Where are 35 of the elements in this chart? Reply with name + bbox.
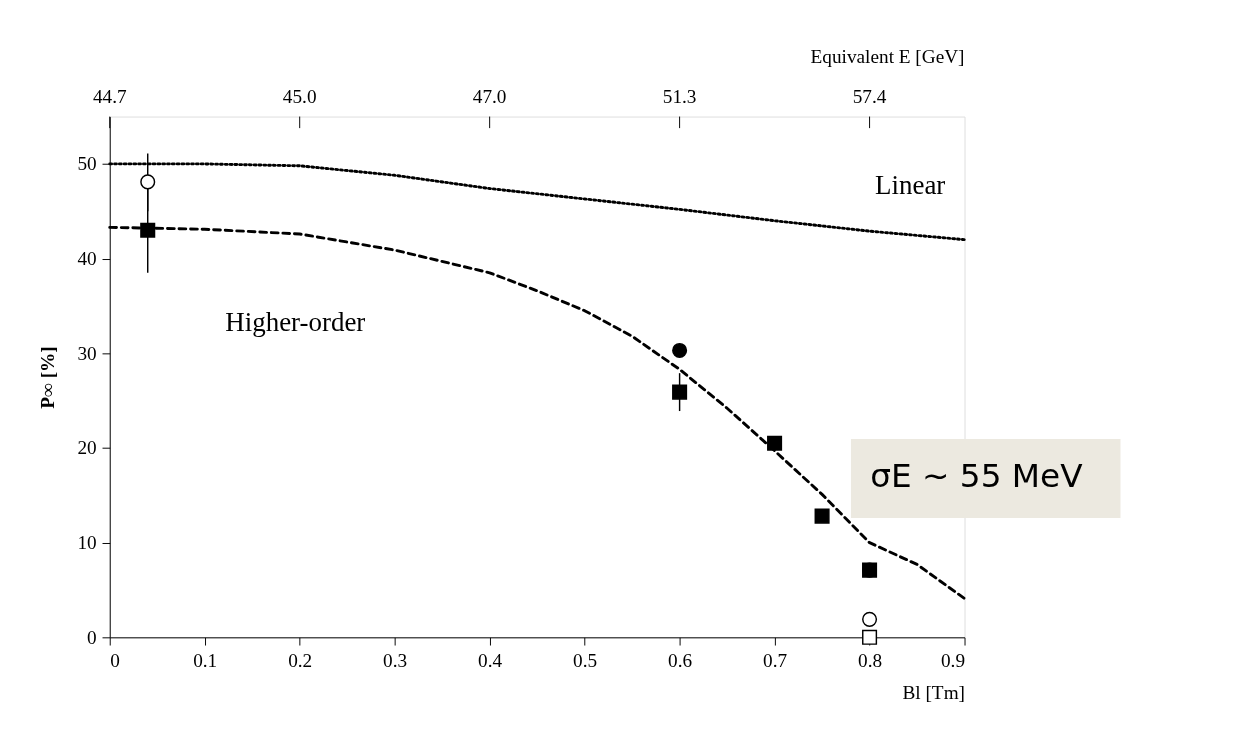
y-tick-label: 20 [77, 437, 97, 459]
text: 47.0 [472, 86, 507, 108]
x-tick-label: 0.5 [573, 649, 598, 671]
x-tick-label: 0.1 [193, 649, 218, 671]
point [862, 611, 878, 627]
x-tick-label: 0.8 [858, 649, 883, 671]
y-tick-label: 40 [77, 247, 97, 269]
x-tick-label: 0 [110, 649, 120, 671]
text: 44.7 [92, 86, 127, 108]
text: 57.4 [852, 86, 887, 108]
y-tick-label: 30 [77, 342, 97, 364]
point [140, 174, 156, 190]
y-tick-label: 10 [77, 531, 97, 553]
x-tick-label: 0.2 [288, 649, 313, 671]
x-tick-label: 0.6 [668, 649, 693, 671]
x-axis-title: Bl [Tm] [902, 682, 966, 704]
x-tick-label: 0.3 [383, 649, 408, 671]
point [140, 222, 156, 238]
point [814, 508, 830, 524]
text: 51.3 [662, 86, 697, 108]
y-tick-label: 50 [77, 153, 97, 175]
point [672, 342, 688, 358]
x-tick-label: 0.7 [763, 649, 788, 671]
x2-axis-title: Equivalent E [GeV] [810, 45, 965, 67]
x-tick-label: 0.9 [940, 649, 966, 671]
text: 45.0 [282, 86, 317, 108]
point [672, 384, 688, 400]
point [767, 435, 783, 451]
annotation: Linear [875, 169, 946, 200]
point [862, 629, 878, 645]
y-tick-label: 0 [87, 626, 97, 648]
y-axis-title: P∞ [%] [37, 346, 59, 409]
x-tick-label: 0.4 [478, 649, 503, 671]
annotation: σE ~ 55 MeV [870, 457, 1084, 496]
annotation: Higher-order [225, 307, 366, 338]
